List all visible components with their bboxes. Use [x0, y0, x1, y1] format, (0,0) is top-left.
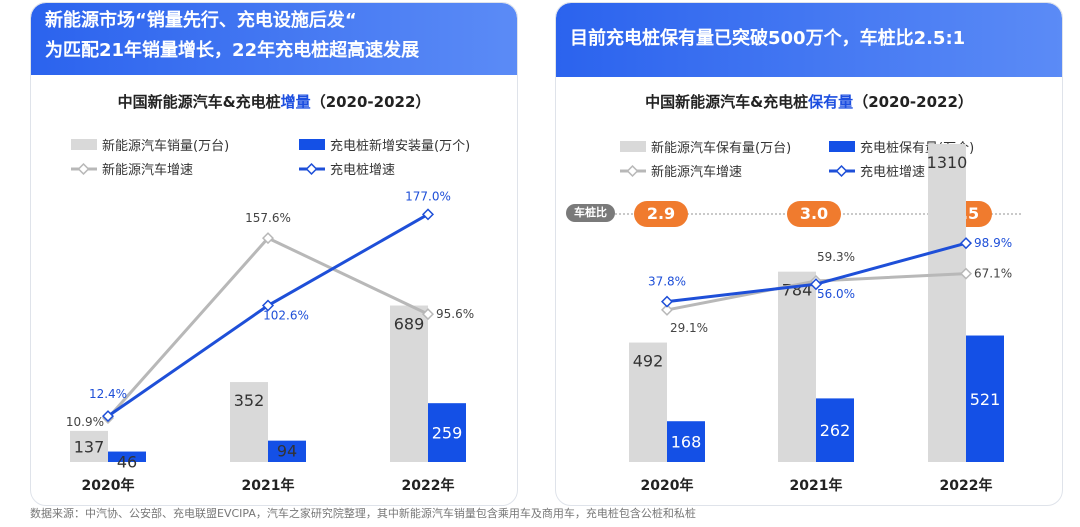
line-label-1-0-1: 59.3% [817, 250, 855, 264]
line-point-1-0-0 [660, 303, 674, 316]
left-title-prefix: 中国新能源汽车&充电桩 [117, 93, 281, 111]
line-point-1-0-2 [959, 267, 973, 280]
left-header-line2: 为匹配21年销量增长，22年充电桩超高速发展 [45, 40, 420, 61]
bar-0-0-1 [230, 382, 268, 462]
bar-label-1-0-2: 1310 [927, 153, 968, 172]
bar-label-1-1-1: 262 [820, 421, 851, 440]
right-legend-blue-line: 充电桩增速 [829, 161, 925, 180]
bar-label-1-1-0: 168 [671, 433, 702, 452]
legend-swatch [71, 162, 97, 175]
legend-swatch [620, 141, 646, 152]
line-label-1-1-0: 37.8% [648, 275, 686, 289]
bar-1-1-1 [816, 398, 854, 462]
line-label-0-1-0: 12.4% [89, 387, 127, 401]
category-label-1-2: 2022年 [940, 477, 993, 494]
right-chart-title: 中国新能源汽车&充电桩保有量（2020-2022） [556, 91, 1062, 112]
category-label-0-1: 2021年 [242, 477, 295, 494]
bar-1-1-0 [667, 421, 705, 462]
legend-swatch [299, 162, 325, 175]
legend-label: 新能源汽车保有量(万台) [651, 141, 792, 156]
legend-swatch [299, 139, 325, 150]
left-title-suffix: （2020-2022） [310, 93, 431, 111]
legend-label: 充电桩增速 [330, 163, 396, 178]
legend-swatch [829, 141, 855, 152]
left-chart-title: 中国新能源汽车&充电桩增量（2020-2022） [31, 91, 517, 112]
bar-label-0-0-0: 137 [74, 437, 105, 456]
bar-1-0-1 [778, 271, 816, 462]
legend-label: 新能源汽车销量(万台) [102, 139, 230, 154]
legend-swatch [620, 164, 646, 177]
bar-0-0-0 [70, 430, 108, 462]
left-panel-header: 新能源市场“销量先行、充电设施后发“ 为匹配21年销量增长，22年充电桩超高速发… [31, 3, 517, 75]
line-point-0-1-1 [261, 299, 275, 312]
legend-label: 新能源汽车增速 [651, 165, 743, 180]
left-legend-blue-line: 充电桩增速 [299, 159, 395, 178]
line-label-0-0-2: 95.6% [436, 307, 474, 321]
bar-label-0-0-2: 689 [394, 315, 425, 334]
bar-0-1-1 [268, 440, 306, 462]
right-title-suffix: （2020-2022） [853, 93, 973, 111]
right-header-text: 目前充电桩保有量已突破500万个，车桩比2.5:1 [570, 28, 966, 49]
bar-0-0-2 [390, 305, 428, 462]
category-label-1-0: 2020年 [641, 477, 694, 494]
bar-1-1-2 [966, 335, 1004, 462]
bar-label-0-1-1: 94 [277, 442, 297, 461]
right-panel-header: 目前充电桩保有量已突破500万个，车桩比2.5:1 [556, 3, 1062, 77]
line-label-0-0-1: 157.6% [245, 211, 291, 225]
legend-label: 新能源汽车增速 [102, 163, 194, 178]
legend-label: 充电桩新增安装量(万个) [330, 139, 471, 154]
line-label-0-1-1: 102.6% [263, 309, 309, 323]
line-label-0-1-2: 177.0% [405, 189, 451, 203]
legend-swatch [829, 164, 855, 177]
line-point-1-1-2 [959, 237, 973, 250]
bar-label-1-0-0: 492 [633, 352, 664, 371]
right-title-highlight: 保有量 [808, 93, 854, 111]
bar-label-0-1-0: 46 [117, 453, 137, 472]
right-legend-gray-line: 新能源汽车增速 [620, 161, 742, 180]
line-label-1-1-1: 56.0% [817, 287, 855, 301]
bar-label-0-1-2: 259 [432, 424, 463, 443]
ratio-pill-2021: 3.0 [787, 201, 841, 227]
line-label-1-0-0: 29.1% [670, 321, 708, 335]
left-header-line1: 新能源市场“销量先行、充电设施后发“ [45, 10, 357, 31]
line-label-0-0-0: 10.9% [66, 415, 104, 429]
left-legend-blue-bar: 充电桩新增安装量(万个) [299, 135, 470, 154]
left-legend-gray-line: 新能源汽车增速 [71, 159, 193, 178]
line-label-1-1-2: 98.9% [974, 236, 1012, 250]
right-title-prefix: 中国新能源汽车&充电桩 [645, 93, 809, 111]
left-title-highlight: 增量 [280, 93, 311, 111]
line-point-0-1-0 [101, 410, 115, 423]
ratio-pill-2020: 2.9 [634, 201, 688, 227]
bar-label-1-1-2: 521 [970, 390, 1001, 409]
ratio-label: 车桩比 [566, 204, 615, 222]
bar-1-0-0 [629, 342, 667, 462]
bar-0-1-0 [108, 451, 146, 462]
left-panel: 新能源市场“销量先行、充电设施后发“ 为匹配21年销量增长，22年充电桩超高速发… [30, 2, 518, 506]
line-point-1-1-1 [809, 278, 823, 291]
line-point-0-0-2 [421, 308, 435, 321]
bar-label-0-0-1: 352 [234, 391, 265, 410]
bar-1-0-2 [928, 143, 966, 462]
legend-label: 充电桩增速 [860, 165, 926, 180]
category-label-0-2: 2022年 [402, 477, 455, 494]
category-label-0-0: 2020年 [82, 477, 135, 494]
line-point-1-1-0 [660, 295, 674, 308]
bar-0-1-2 [428, 403, 466, 462]
line-label-1-0-2: 67.1% [974, 267, 1012, 281]
category-label-1-1: 2021年 [790, 477, 843, 494]
right-legend-gray-bar: 新能源汽车保有量(万台) [620, 137, 791, 156]
source-note: 数据来源：中汽协、公安部、充电联盟EVCIPA，汽车之家研究院整理，其中新能源汽… [30, 507, 696, 520]
legend-swatch [71, 139, 97, 150]
left-legend-gray-bar: 新能源汽车销量(万台) [71, 135, 229, 154]
line-point-0-1-2 [421, 208, 435, 221]
line-point-0-0-1 [261, 232, 275, 245]
